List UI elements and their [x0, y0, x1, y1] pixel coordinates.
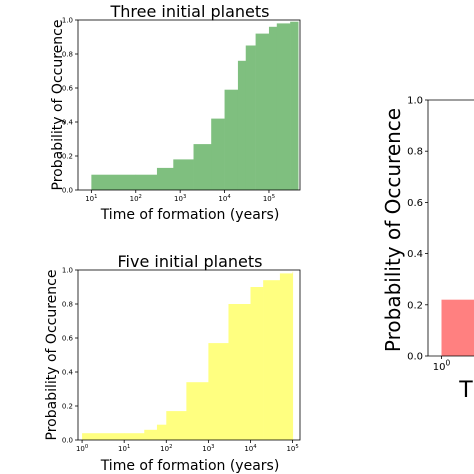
- x-axis-label: Time of formation (years): [100, 207, 280, 223]
- y-tick-label: 0.0: [62, 436, 73, 444]
- y-axis-label: Probability of Occurence: [44, 270, 60, 441]
- panel-third-cropped: 0.0 0.2 0.4 0.6 0.8 1.0 100 T Probability of …: [381, 96, 474, 403]
- y-tick-label: 1.0: [62, 16, 73, 24]
- area-step: [193, 144, 212, 190]
- y-ticks: 0.0 0.2 0.4 0.6 0.8 1.0: [62, 16, 78, 194]
- x-tick-label: 101: [118, 444, 130, 453]
- x-tick-label: 102: [130, 194, 142, 203]
- area-step: [224, 89, 239, 190]
- x-ticks: 101 102 103 104 105: [85, 190, 275, 203]
- area-step: [124, 433, 145, 440]
- y-tick-label: 0.6: [407, 198, 423, 209]
- area-step: [237, 60, 247, 190]
- area-step: [91, 174, 137, 190]
- area-step: [255, 33, 270, 190]
- y-tick-label: 0.0: [62, 186, 73, 194]
- y-tick-label: 0.2: [62, 402, 73, 410]
- y-axis-label: Probability of Occurence: [50, 20, 66, 191]
- area-step: [250, 287, 264, 440]
- area-series: [91, 21, 299, 191]
- x-tick-label: 103: [202, 444, 214, 453]
- chart-title: Three initial planets: [110, 2, 270, 21]
- x-tick-label: 104: [244, 444, 257, 453]
- x-tick-label: 105: [263, 194, 275, 203]
- area-step: [156, 167, 174, 190]
- area-step: [290, 21, 299, 191]
- y-tick-label: 1.0: [407, 96, 423, 107]
- y-tick-label: 0.4: [62, 368, 74, 376]
- area-step: [156, 424, 167, 440]
- bar-series: [441, 299, 474, 356]
- x-tick-label: 100: [76, 444, 88, 453]
- y-tick-label: 0.8: [62, 300, 73, 308]
- area-series: [82, 271, 294, 440]
- area-step: [279, 273, 293, 440]
- panel-three-planets: Three initial planets 0.0 0.2 0.4 0.6 0.8 1.0…: [50, 2, 301, 223]
- bar: [441, 299, 474, 356]
- area-step: [166, 411, 187, 440]
- area-step: [208, 343, 229, 440]
- y-axis-label: Probability of Occurence: [381, 108, 405, 352]
- y-tick-label: 1.0: [62, 266, 73, 274]
- y-tick-label: 0.6: [62, 84, 74, 92]
- area-step: [228, 304, 251, 440]
- x-tick-label: 103: [174, 194, 186, 203]
- x-axis-label: T: [458, 378, 473, 403]
- y-ticks: 0.0 0.2 0.4 0.6 0.8 1.0: [62, 266, 78, 444]
- area-step: [211, 118, 225, 190]
- y-tick-label: 0.8: [62, 50, 73, 58]
- y-tick-label: 0.4: [62, 118, 74, 126]
- area-step: [276, 23, 291, 191]
- plot-frame: [77, 269, 301, 441]
- area-step: [82, 433, 125, 440]
- x-tick-label: 101: [85, 194, 97, 203]
- x-tick-label: 100: [433, 359, 451, 374]
- x-ticks: 100 101 102 103 104 105: [76, 440, 299, 453]
- y-tick-label: 0.0: [407, 352, 423, 363]
- x-ticks: 100: [433, 356, 451, 374]
- x-tick-label: 104: [218, 194, 231, 203]
- area-step: [263, 280, 281, 440]
- area-step: [173, 159, 194, 190]
- area-step: [268, 26, 278, 190]
- area-step: [186, 382, 209, 440]
- area-step: [297, 21, 299, 191]
- x-tick-label: 105: [286, 444, 298, 453]
- x-tick-label: 102: [160, 444, 172, 453]
- area-step: [135, 174, 158, 190]
- y-tick-label: 0.2: [407, 300, 423, 311]
- x-axis-label: Time of formation (years): [100, 458, 280, 474]
- panel-five-planets: Five initial planets 0.00.20.40.60.81.0 …: [44, 252, 301, 474]
- y-ticks: 0.0 0.2 0.4 0.6 0.8 1.0: [407, 96, 428, 363]
- area-step: [144, 429, 158, 440]
- y-tick-label: 0.8: [407, 147, 423, 158]
- y-tick-label: 0.4: [407, 249, 423, 260]
- plot-frame: [77, 19, 301, 191]
- area-step: [292, 271, 294, 440]
- y-tick-label: 0.6: [62, 334, 74, 342]
- chart-title: Five initial planets: [118, 252, 263, 271]
- area-step: [245, 45, 256, 190]
- y-tick-label: 0.2: [62, 152, 73, 160]
